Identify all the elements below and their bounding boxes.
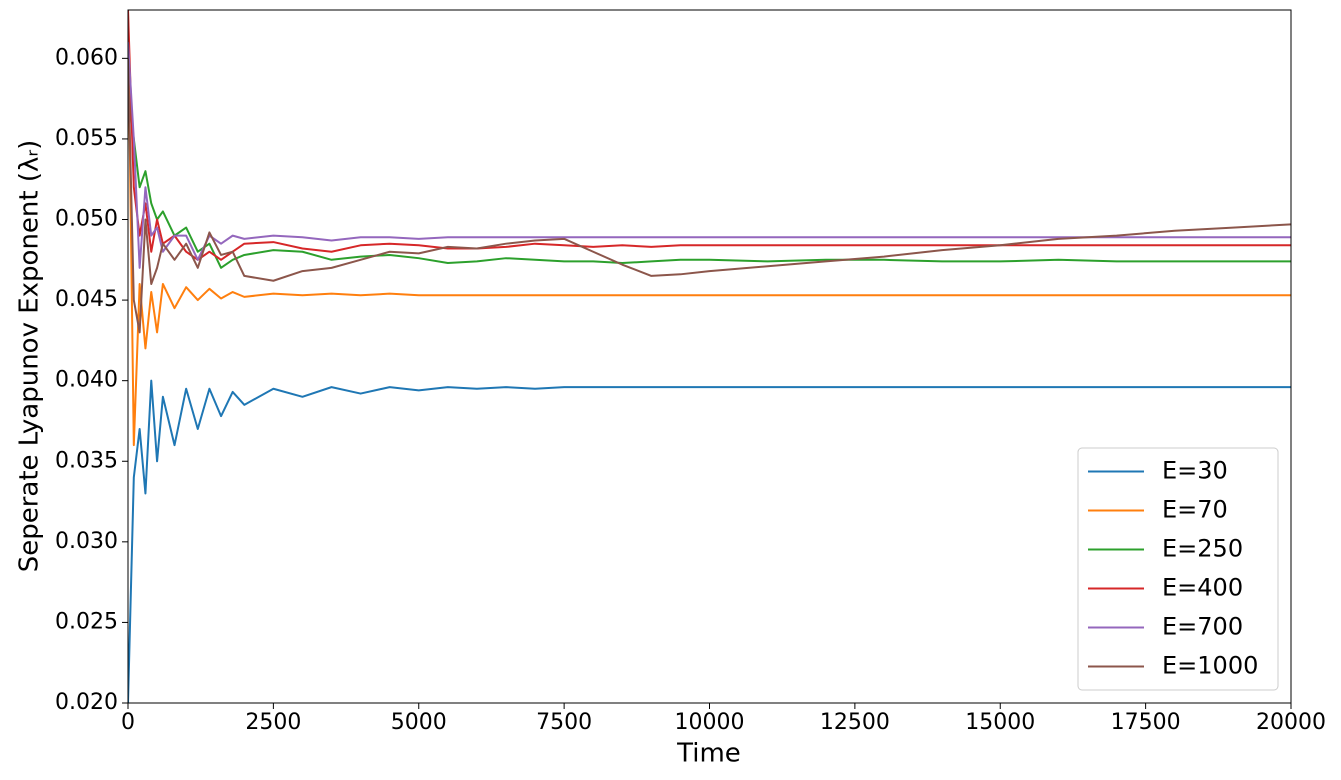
y-tick-label: 0.050 [55,207,118,232]
legend-label: E=1000 [1162,652,1258,680]
y-tick-label: 0.020 [55,690,118,715]
x-tick-label: 20000 [1256,710,1326,735]
x-tick-label: 0 [121,710,135,735]
x-tick-label: 17500 [1111,710,1181,735]
series-line [128,379,1291,703]
y-axis-label: Seperate Lyapunov Exponent (λᵣ) [15,140,45,573]
y-tick-label: 0.025 [55,609,118,634]
x-tick-label: 7500 [536,710,592,735]
series-line [128,58,1291,334]
x-tick-label: 15000 [965,710,1035,735]
y-tick-label: 0.030 [55,529,118,554]
legend-label: E=70 [1162,496,1228,524]
legend-label: E=30 [1162,457,1228,485]
x-tick-label: 12500 [820,710,890,735]
series-line [128,42,1291,269]
legend-label: E=700 [1162,613,1243,641]
y-tick-label: 0.060 [55,45,118,70]
y-tick-label: 0.040 [55,368,118,393]
x-tick-label: 2500 [245,710,301,735]
series-line [128,10,1291,261]
y-tick-label: 0.045 [55,287,118,312]
x-axis-label: Time [676,739,741,769]
series-line [128,90,1291,269]
x-tick-label: 10000 [675,710,745,735]
y-tick-label: 0.055 [55,126,118,151]
legend-box [1077,447,1279,691]
plot-area [128,10,1291,703]
series-line [128,10,1291,447]
legend-label: E=250 [1162,535,1243,563]
x-tick-label: 5000 [391,710,447,735]
legend-label: E=400 [1162,574,1243,602]
y-tick-label: 0.035 [55,448,118,473]
